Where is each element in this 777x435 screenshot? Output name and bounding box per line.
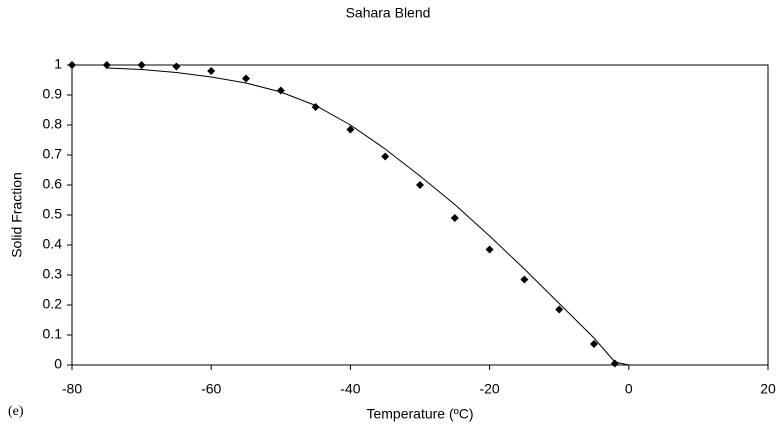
- data-point: [172, 62, 181, 71]
- data-point: [590, 340, 598, 348]
- fit-line: [106, 67, 629, 366]
- x-tick-label: -60: [201, 381, 221, 397]
- x-tick-label: -80: [62, 381, 82, 397]
- data-point: [102, 61, 111, 69]
- y-tick-label: 0: [54, 356, 62, 372]
- y-tick-label: 0.8: [43, 116, 63, 132]
- data-point: [311, 103, 320, 111]
- data-point: [276, 86, 285, 95]
- x-tick-label: -40: [340, 381, 360, 397]
- x-tick-label: 20: [760, 381, 776, 397]
- x-tick-label: 0: [625, 381, 633, 397]
- x-tick-label: -20: [479, 381, 499, 397]
- x-axis-label: Temperature (ºC): [366, 406, 473, 422]
- y-tick-label: 0.9: [43, 86, 63, 102]
- data-point: [242, 74, 250, 83]
- data-point: [346, 125, 355, 134]
- data-point: [68, 61, 76, 69]
- plot-frame: [71, 64, 769, 366]
- y-tick-label: 0.1: [43, 326, 63, 342]
- y-tick-label: 1: [54, 56, 62, 72]
- data-point: [610, 359, 619, 368]
- y-tick-label: 0.6: [43, 176, 63, 192]
- data-point: [381, 152, 390, 161]
- y-tick-label: 0.5: [43, 206, 63, 222]
- y-axis-label: Solid Fraction: [9, 172, 25, 258]
- y-tick-label: 0.7: [43, 146, 63, 162]
- data-point: [137, 61, 146, 69]
- data-point: [207, 67, 216, 75]
- chart-title: Sahara Blend: [346, 5, 431, 21]
- y-tick-label: 0.2: [43, 296, 63, 312]
- data-point: [555, 305, 564, 314]
- y-tick-label: 0.3: [43, 266, 63, 282]
- data-point: [520, 275, 529, 284]
- data-point: [416, 181, 424, 189]
- data-point: [485, 245, 494, 254]
- y-tick-label: 0.4: [43, 236, 63, 252]
- data-point: [450, 214, 459, 222]
- panel-label: (e): [8, 404, 24, 419]
